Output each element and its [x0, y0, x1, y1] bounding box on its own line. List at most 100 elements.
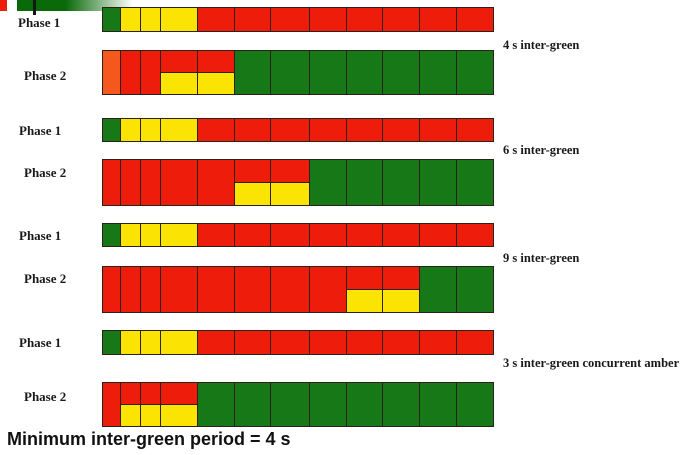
signal-cell-green	[347, 160, 383, 205]
signal-cell-green	[271, 383, 310, 426]
signal-bar	[102, 330, 494, 355]
red-half	[161, 383, 197, 404]
signal-cell-red	[271, 224, 310, 246]
signal-cell-green	[420, 160, 457, 205]
signal-cell-green	[383, 383, 420, 426]
signal-cell-amber	[121, 224, 141, 246]
signal-cell-red	[420, 119, 457, 141]
signal-cell-amber	[121, 8, 141, 31]
phase-label: Phase 2	[24, 389, 67, 404]
signal-cell-red	[420, 8, 457, 31]
signal-cell-red	[235, 267, 271, 312]
signal-cell-green	[347, 383, 383, 426]
signal-bar	[102, 223, 494, 247]
signal-cell-green	[383, 51, 420, 94]
signal-cell-red-amber	[271, 160, 310, 205]
phase-label: Phase 1	[19, 228, 62, 243]
signal-cell-red	[103, 160, 121, 205]
amber-half	[271, 182, 309, 205]
signal-cell-green	[457, 267, 493, 312]
red-half	[121, 383, 140, 404]
signal-cell-red	[103, 267, 121, 312]
signal-cell-red	[420, 224, 457, 246]
signal-cell-red	[457, 224, 493, 246]
decoration-green-bar	[17, 0, 133, 11]
signal-cell-amber	[121, 331, 141, 354]
signal-cell-amber	[161, 8, 198, 31]
decoration-cursor-line	[33, 0, 36, 15]
signal-cell-amber	[141, 119, 161, 141]
inter-green-label: 6 s inter-green	[503, 143, 580, 157]
signal-cell-amber	[161, 331, 198, 354]
signal-cell-green	[383, 160, 420, 205]
signal-cell-red	[198, 331, 235, 354]
footer-caption: Minimum inter-green period = 4 s	[7, 429, 291, 449]
signal-cell-red	[347, 331, 383, 354]
signal-cell-red	[271, 267, 310, 312]
signal-cell-amber	[161, 224, 198, 246]
signal-cell-red	[383, 119, 420, 141]
amber-half	[235, 182, 270, 205]
signal-cell-green	[198, 383, 235, 426]
signal-cell-red	[271, 119, 310, 141]
signal-cell-red	[103, 383, 121, 426]
signal-cell-red-amber	[161, 51, 198, 94]
signal-cell-green	[271, 51, 310, 94]
amber-half	[121, 404, 140, 426]
phase-label: Phase 1	[18, 15, 61, 30]
signal-cell-amber	[141, 8, 161, 31]
signal-cell-green	[103, 8, 121, 31]
signal-cell-red	[347, 119, 383, 141]
signal-cell-red-amber	[235, 160, 271, 205]
signal-cell-green	[420, 51, 457, 94]
signal-cell-green	[310, 383, 347, 426]
amber-half	[383, 289, 419, 312]
phase-label: Phase 1	[19, 335, 62, 350]
amber-half	[141, 404, 160, 426]
signal-cell-red	[310, 267, 347, 312]
signal-cell-red-amber	[121, 383, 141, 426]
phase-label: Phase 2	[24, 271, 67, 286]
signal-cell-red	[310, 8, 347, 31]
red-half	[161, 51, 197, 72]
signal-cell-red	[457, 119, 493, 141]
signal-cell-red-amber	[347, 267, 383, 312]
signal-cell-red	[347, 224, 383, 246]
signal-cell-red	[310, 119, 347, 141]
signal-cell-red	[310, 331, 347, 354]
signal-cell-red	[271, 8, 310, 31]
signal-cell-green	[235, 51, 271, 94]
signal-cell-red	[198, 267, 235, 312]
signal-cell-red	[420, 331, 457, 354]
signal-cell-red-amber	[198, 51, 235, 94]
signal-cell-red	[141, 160, 161, 205]
signal-cell-red	[457, 8, 493, 31]
red-half	[141, 383, 160, 404]
red-half	[271, 160, 309, 182]
signal-cell-green	[347, 51, 383, 94]
signal-cell-amber	[141, 331, 161, 354]
signal-bar	[102, 266, 494, 313]
signal-cell-green	[457, 383, 493, 426]
inter-green-label: 3 s inter-green concurrent amber	[503, 356, 680, 370]
signal-cell-red	[198, 160, 235, 205]
signal-cell-orange	[103, 51, 121, 94]
red-half	[235, 160, 270, 182]
signal-cell-green	[103, 119, 121, 141]
phase-label: Phase 2	[24, 165, 67, 180]
decoration-red-block	[0, 0, 7, 11]
signal-cell-red	[198, 8, 235, 31]
signal-cell-red	[121, 160, 141, 205]
signal-cell-red	[161, 267, 198, 312]
signal-cell-red	[121, 267, 141, 312]
signal-cell-red-amber	[161, 383, 198, 426]
signal-cell-red	[198, 119, 235, 141]
inter-green-label: 9 s inter-green	[503, 251, 580, 265]
signal-bar	[102, 159, 494, 206]
signal-cell-red	[383, 224, 420, 246]
signal-cell-green	[457, 51, 493, 94]
signal-cell-red	[141, 51, 161, 94]
signal-cell-red	[457, 331, 493, 354]
signal-cell-red	[141, 267, 161, 312]
